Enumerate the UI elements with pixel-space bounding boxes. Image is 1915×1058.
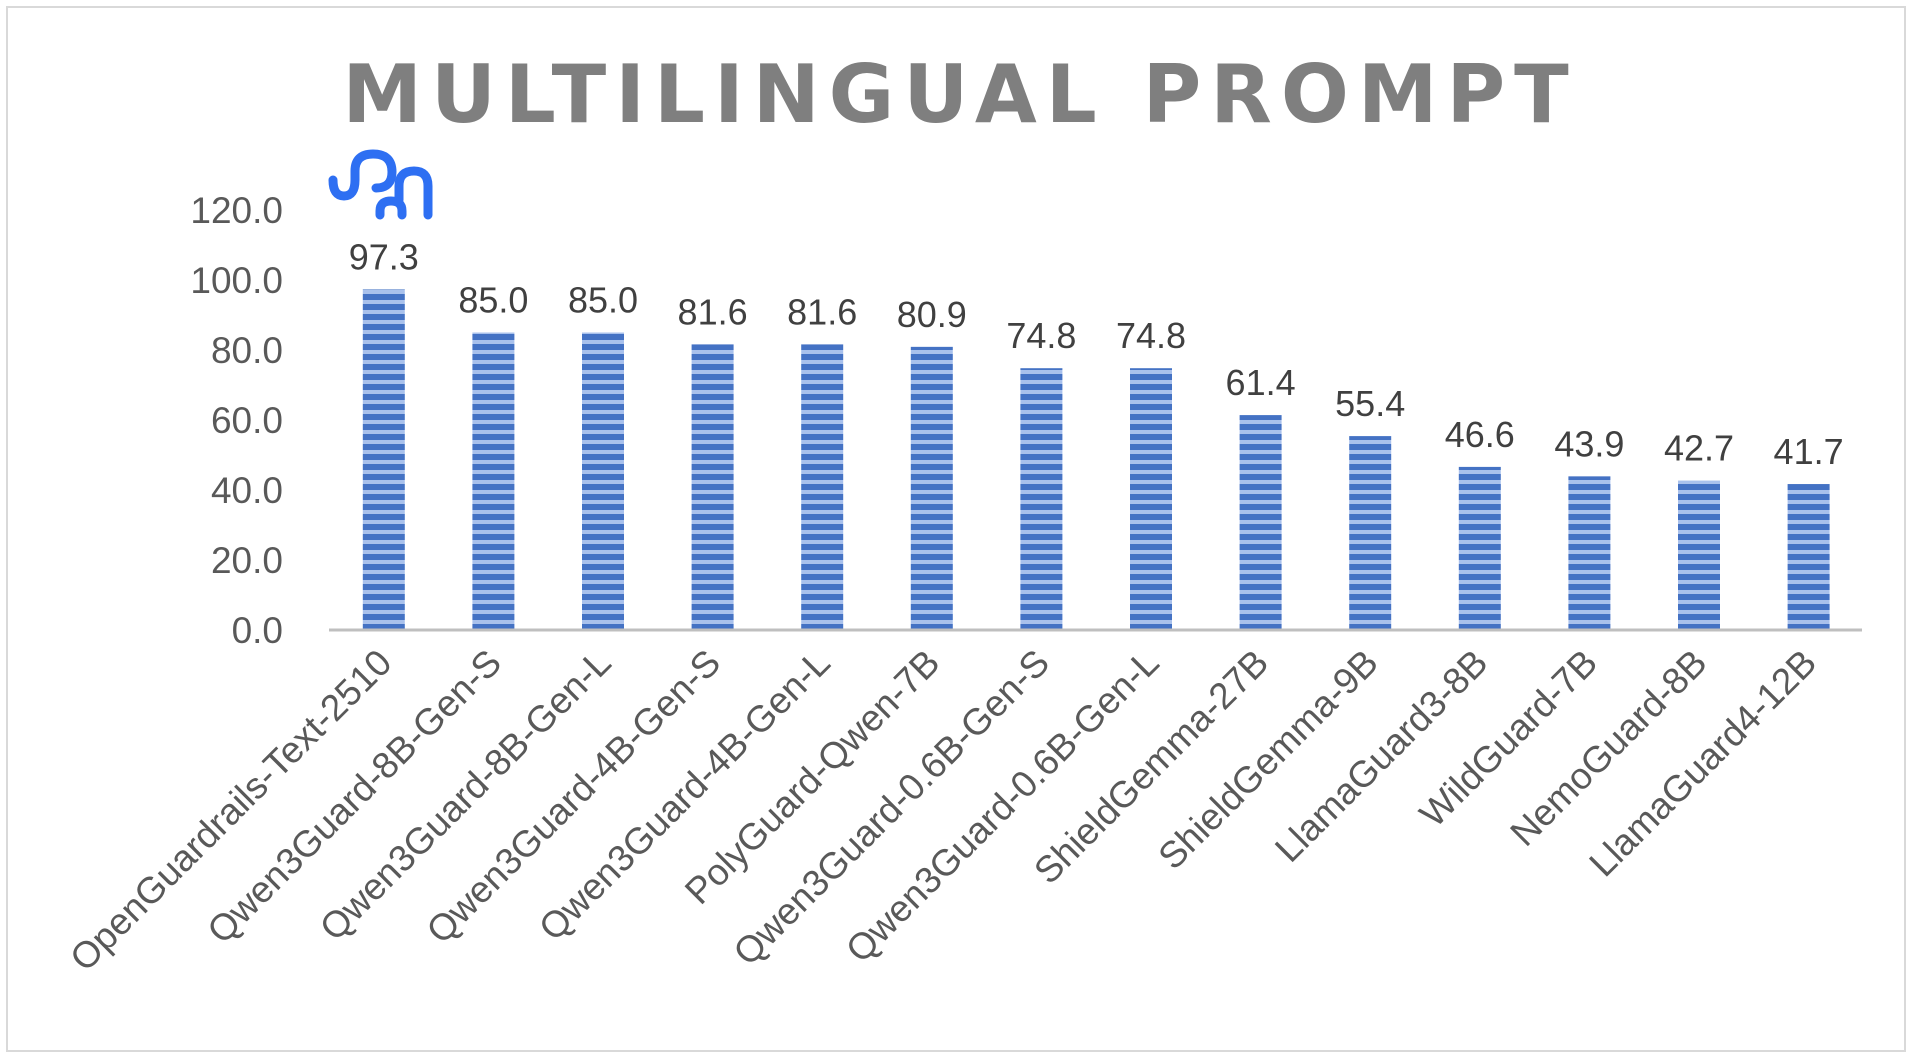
bar-value-label: 97.3: [349, 236, 419, 277]
x-axis-labels: OpenGuardrails-Text-2510Qwen3Guard-8B-Ge…: [62, 642, 1824, 979]
bar: [582, 332, 624, 630]
y-tick-label: 0.0: [232, 610, 283, 651]
y-tick-label: 40.0: [211, 470, 283, 511]
bar-value-label: 74.8: [1116, 315, 1186, 356]
bar: [1458, 466, 1501, 630]
bar-value-label: 85.0: [568, 280, 638, 321]
chart-title: MULTILINGUAL PROMPT: [342, 48, 1577, 141]
bar: [1020, 368, 1063, 630]
bar: [1568, 476, 1611, 630]
bar: [1349, 436, 1392, 630]
bar: [1239, 415, 1282, 630]
y-tick-label: 20.0: [211, 540, 283, 581]
bar-value-label: 61.4: [1226, 362, 1296, 403]
bar: [910, 346, 953, 630]
bar-value-label: 81.6: [678, 291, 748, 332]
bar: [1787, 484, 1830, 630]
bar-value-label: 41.7: [1774, 431, 1844, 472]
bar-value-label: 74.8: [1006, 315, 1076, 356]
y-tick-label: 120.0: [190, 190, 283, 231]
bar-value-label: 43.9: [1554, 423, 1624, 464]
y-tick-label: 60.0: [211, 400, 283, 441]
bar-value-label: 85.0: [458, 280, 528, 321]
bar-value-label: 46.6: [1445, 414, 1515, 455]
bars-group: [362, 289, 1830, 630]
data-labels: 97.3 85.0 85.0 81.6 81.6 80.9 74.8 74.8 61.4 55.4…: [349, 236, 1844, 472]
bar: [801, 344, 844, 630]
bar: [691, 344, 734, 630]
x-category-label: NemoGuard-8B: [1502, 642, 1714, 854]
bar-value-label: 80.9: [897, 294, 967, 335]
elephant-logo-icon: [328, 149, 433, 220]
bar: [1678, 480, 1720, 630]
y-tick-label: 100.0: [190, 260, 283, 301]
y-tick-label: 80.0: [211, 330, 283, 371]
bar: [362, 289, 405, 630]
bar-value-label: 55.4: [1335, 383, 1405, 424]
y-axis: 0.0 20.0 40.0 60.0 80.0 100.0 120.0: [190, 190, 283, 651]
bar-value-label: 81.6: [787, 291, 857, 332]
bar-value-label: 42.7: [1664, 428, 1734, 469]
bar: [472, 332, 515, 630]
bar: [1130, 368, 1172, 630]
